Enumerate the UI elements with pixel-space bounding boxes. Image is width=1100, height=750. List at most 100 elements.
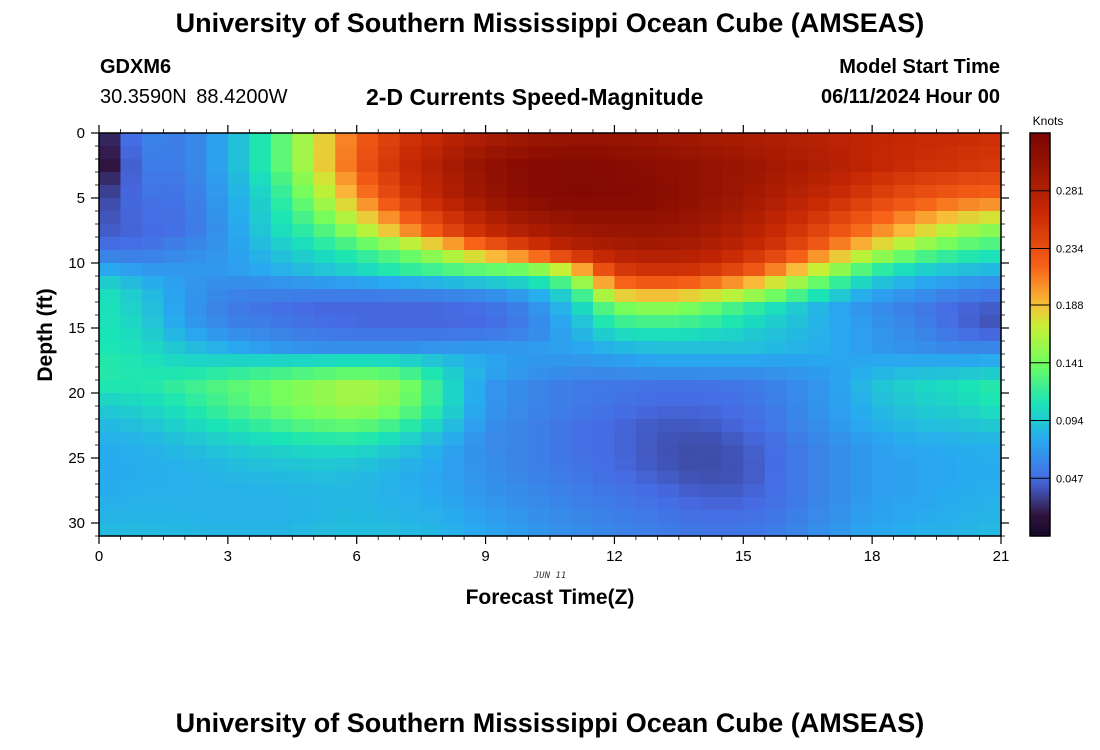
station-id: GDXM6 xyxy=(100,56,172,78)
heatmap-cell xyxy=(700,172,723,186)
heatmap-cell xyxy=(592,224,616,238)
heatmap-cell xyxy=(399,133,422,147)
heatmap-cell xyxy=(678,224,701,238)
heatmap-cell xyxy=(721,354,744,368)
heatmap-cell xyxy=(249,328,272,342)
heatmap-cell xyxy=(120,484,143,498)
heatmap-cell xyxy=(227,185,250,199)
heatmap-cell xyxy=(743,432,766,446)
heatmap-cell xyxy=(829,224,852,238)
heatmap-cell xyxy=(850,198,873,212)
x-tick-label: 6 xyxy=(353,548,361,565)
heatmap-cell xyxy=(421,328,444,342)
heatmap-cell xyxy=(979,315,1002,329)
heatmap-cell xyxy=(421,419,444,433)
heatmap-cell xyxy=(464,250,487,264)
x-axis: 0 3 6 9 12 15 18 21 xyxy=(95,125,1009,565)
heatmap-cell xyxy=(743,315,766,329)
heatmap-cell xyxy=(421,432,444,446)
heatmap-cell xyxy=(399,523,422,537)
heatmap-cell xyxy=(678,458,701,472)
heatmap-cell xyxy=(270,263,293,277)
heatmap-cell xyxy=(893,445,916,459)
heatmap-cell xyxy=(227,315,250,329)
heatmap-cell xyxy=(528,523,551,537)
heatmap-cell xyxy=(399,289,422,303)
heatmap-cell xyxy=(936,302,959,316)
heatmap-cell xyxy=(206,471,229,485)
heatmap-cell xyxy=(206,445,229,459)
heatmap-cell xyxy=(936,224,959,238)
heatmap-cell xyxy=(657,510,680,524)
heatmap-cell xyxy=(592,159,616,173)
heatmap-cell xyxy=(872,276,895,290)
heatmap-cell xyxy=(464,523,487,537)
heatmap-cell xyxy=(936,419,959,433)
heatmap-cell xyxy=(313,276,336,290)
heatmap-cell xyxy=(721,198,744,212)
heatmap-cell xyxy=(979,406,1002,420)
heatmap-cell xyxy=(528,146,551,160)
heatmap-cell xyxy=(979,484,1002,498)
heatmap-cell xyxy=(464,185,487,199)
heatmap-cell xyxy=(936,185,959,199)
colorbar-tick-label: 0.188 xyxy=(1056,300,1084,312)
heatmap-cell xyxy=(99,198,122,212)
heatmap-cell xyxy=(442,341,465,355)
heatmap-cell xyxy=(507,497,530,511)
heatmap-cell xyxy=(206,328,229,342)
heatmap-cell xyxy=(399,484,422,498)
heatmap-cell xyxy=(356,406,379,420)
heatmap-cell xyxy=(270,497,293,511)
heatmap-cell xyxy=(571,315,594,329)
heatmap-cell xyxy=(700,367,723,381)
heatmap-cell xyxy=(764,484,787,498)
heatmap-cell xyxy=(249,185,272,199)
heatmap-cell xyxy=(184,211,207,225)
heatmap-cell xyxy=(958,276,981,290)
heatmap-cell xyxy=(764,198,787,212)
heatmap-cell xyxy=(850,250,873,264)
heatmap-cell xyxy=(442,146,465,160)
heatmap-cell xyxy=(872,172,895,186)
heatmap-cell xyxy=(485,224,508,238)
heatmap-cell xyxy=(614,497,637,511)
heatmap-cell xyxy=(485,198,508,212)
heatmap-cell xyxy=(163,276,186,290)
heatmap-cell xyxy=(807,523,830,537)
heatmap-cell xyxy=(292,328,315,342)
heatmap-cell xyxy=(120,380,143,394)
heatmap-cell xyxy=(399,445,422,459)
heatmap-cell xyxy=(507,354,530,368)
heatmap-cell xyxy=(141,354,165,368)
heatmap-cell xyxy=(721,341,744,355)
heatmap-cell xyxy=(850,133,873,147)
heatmap-cell xyxy=(872,445,895,459)
heatmap-cell xyxy=(464,159,487,173)
heatmap-cell xyxy=(227,471,250,485)
heatmap-cell xyxy=(313,354,336,368)
heatmap-cell xyxy=(356,393,379,407)
heatmap-cell xyxy=(893,380,916,394)
heatmap-cell xyxy=(764,302,787,316)
heatmap-cell xyxy=(464,341,487,355)
heatmap-cell xyxy=(292,471,315,485)
heatmap-cell xyxy=(700,354,723,368)
heatmap-cell xyxy=(292,523,315,537)
heatmap-cell xyxy=(378,276,401,290)
heatmap-cell xyxy=(464,484,487,498)
heatmap-cell xyxy=(764,276,787,290)
heatmap-cell xyxy=(464,263,487,277)
heatmap-cell xyxy=(700,432,723,446)
heatmap-cell xyxy=(678,146,701,160)
heatmap-cell xyxy=(979,250,1002,264)
heatmap-cell xyxy=(743,419,766,433)
heatmap-cell xyxy=(678,302,701,316)
heatmap-cell xyxy=(850,263,873,277)
heatmap-cell xyxy=(399,510,422,524)
heatmap-cell xyxy=(528,328,551,342)
heatmap-cell xyxy=(786,445,809,459)
heatmap-cell xyxy=(313,445,336,459)
heatmap-cell xyxy=(292,497,315,511)
heatmap-cell xyxy=(915,159,938,173)
